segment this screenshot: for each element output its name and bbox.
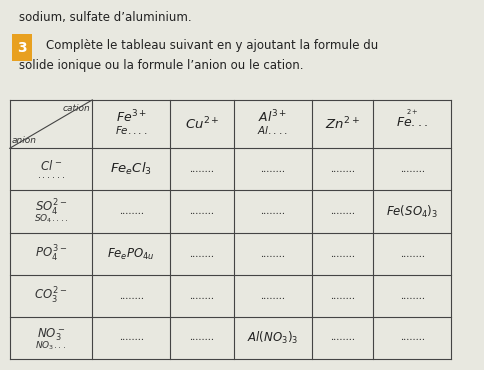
Text: $^{2+}$: $^{2+}$ <box>405 110 418 120</box>
Text: ........: ........ <box>189 292 214 300</box>
Text: ........: ........ <box>260 165 285 174</box>
Text: ........: ........ <box>119 207 143 216</box>
Text: ........: ........ <box>399 165 424 174</box>
Text: ........: ........ <box>189 250 214 259</box>
Text: $Al....$: $Al....$ <box>257 124 287 136</box>
Text: $NO_3^-$: $NO_3^-$ <box>37 327 65 343</box>
Text: $......$: $......$ <box>36 171 65 181</box>
Text: ........: ........ <box>119 333 143 343</box>
Text: $NO_{3}...$: $NO_{3}...$ <box>35 339 66 352</box>
Text: $Fe_{e}PO_{4u}$: $Fe_{e}PO_{4u}$ <box>107 247 155 262</box>
Text: ........: ........ <box>399 292 424 300</box>
Text: $Al(NO_3)_3$: $Al(NO_3)_3$ <box>247 330 298 346</box>
Text: ........: ........ <box>399 250 424 259</box>
Text: 3: 3 <box>17 41 27 55</box>
Text: anion: anion <box>12 135 37 145</box>
Text: ........: ........ <box>189 207 214 216</box>
Text: ........: ........ <box>329 165 354 174</box>
Text: ........: ........ <box>260 207 285 216</box>
Text: $Zn^{2+}$: $Zn^{2+}$ <box>324 116 359 132</box>
Text: ........: ........ <box>260 250 285 259</box>
Text: $Al^{3+}$: $Al^{3+}$ <box>257 109 287 126</box>
Text: $Cu^{2+}$: $Cu^{2+}$ <box>184 116 219 132</box>
Text: cation: cation <box>62 104 90 112</box>
Text: $Fe_eCl_3$: $Fe_eCl_3$ <box>110 161 152 177</box>
Text: ........: ........ <box>119 292 143 300</box>
Text: ........: ........ <box>399 333 424 343</box>
Text: Complète le tableau suivant en y ajoutant la formule du: Complète le tableau suivant en y ajoutan… <box>46 39 378 52</box>
Text: $Fe^{3+}$: $Fe^{3+}$ <box>116 109 147 126</box>
Text: ........: ........ <box>189 333 214 343</box>
Text: ........: ........ <box>329 250 354 259</box>
Text: sodium, sulfate d’aluminium.: sodium, sulfate d’aluminium. <box>19 11 192 24</box>
Text: $SO_{4}....$: $SO_{4}....$ <box>33 213 68 225</box>
Text: ........: ........ <box>329 292 354 300</box>
Text: ........: ........ <box>329 333 354 343</box>
Text: $Fe(SO_4)_3$: $Fe(SO_4)_3$ <box>385 204 437 220</box>
Text: $Cl^-$: $Cl^-$ <box>40 158 62 172</box>
Text: $CO_3^{2-}$: $CO_3^{2-}$ <box>34 286 67 306</box>
Text: $Fe...$: $Fe...$ <box>395 116 427 129</box>
Text: ........: ........ <box>260 292 285 300</box>
Text: ........: ........ <box>189 165 214 174</box>
Text: ........: ........ <box>329 207 354 216</box>
Text: $SO_4^{2-}$: $SO_4^{2-}$ <box>35 198 67 218</box>
Text: $PO_4^{3-}$: $PO_4^{3-}$ <box>35 244 67 264</box>
Text: solide ionique ou la formule l’anion ou le cation.: solide ionique ou la formule l’anion ou … <box>19 59 303 72</box>
Text: $Fe....$: $Fe....$ <box>115 124 147 136</box>
